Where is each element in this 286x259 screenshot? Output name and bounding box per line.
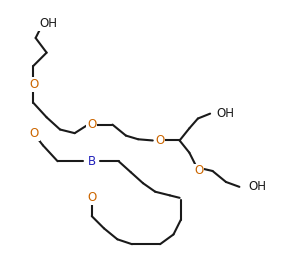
Text: O: O — [155, 134, 164, 147]
Text: OH: OH — [39, 17, 57, 30]
Text: O: O — [87, 191, 96, 204]
Text: B: B — [88, 155, 96, 168]
Text: O: O — [29, 127, 39, 140]
Text: O: O — [87, 118, 96, 131]
Text: O: O — [29, 78, 39, 91]
Text: O: O — [194, 164, 204, 177]
Text: OH: OH — [216, 107, 234, 120]
Text: OH: OH — [248, 180, 266, 193]
